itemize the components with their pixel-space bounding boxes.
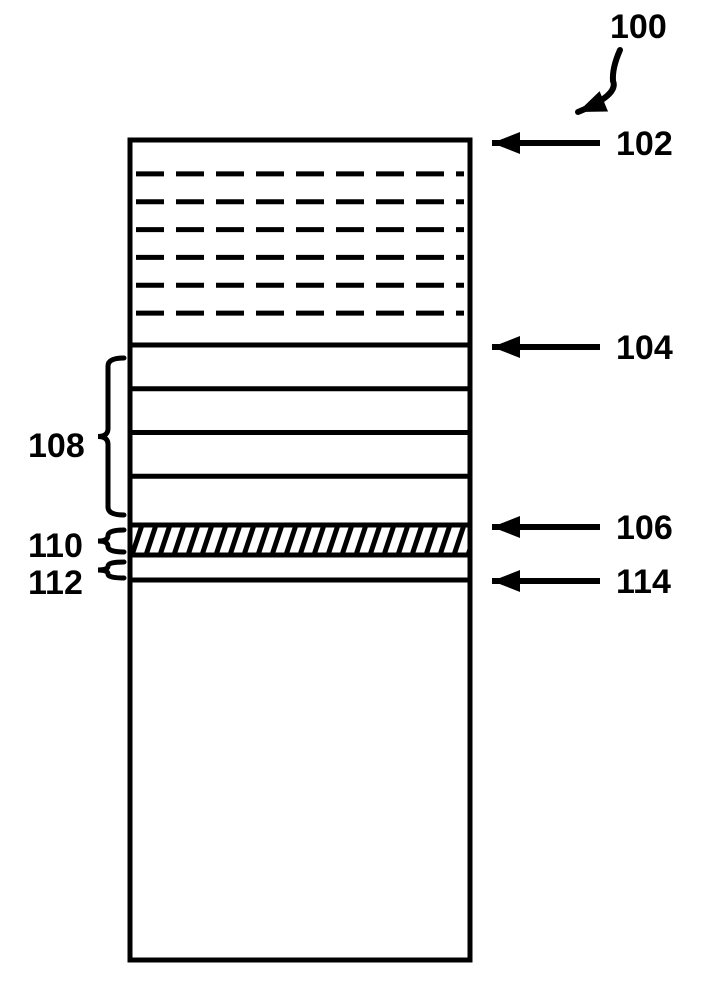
layer-stack — [90, 140, 506, 960]
callout-arrow-104: 104 — [492, 329, 673, 367]
callout-arrow-106: 106 — [492, 509, 673, 547]
brace-label-108: 108 — [28, 427, 85, 465]
brace-112: 112 — [28, 562, 124, 602]
brace-label-112: 112 — [28, 564, 83, 602]
figure-ref-arrow: 100 — [578, 8, 667, 112]
callout-label-102: 102 — [616, 125, 673, 163]
figure-ref-label: 100 — [610, 8, 667, 46]
brace-label-110: 110 — [28, 527, 83, 565]
callout-label-106: 106 — [616, 509, 673, 547]
callout-label-114: 114 — [616, 563, 671, 601]
brace-110: 110 — [28, 527, 124, 565]
callout-label-104: 104 — [616, 329, 673, 367]
brace-108: 108 — [28, 358, 124, 515]
callout-arrow-114: 114 — [492, 563, 671, 601]
callout-arrow-102: 102 — [492, 125, 673, 163]
